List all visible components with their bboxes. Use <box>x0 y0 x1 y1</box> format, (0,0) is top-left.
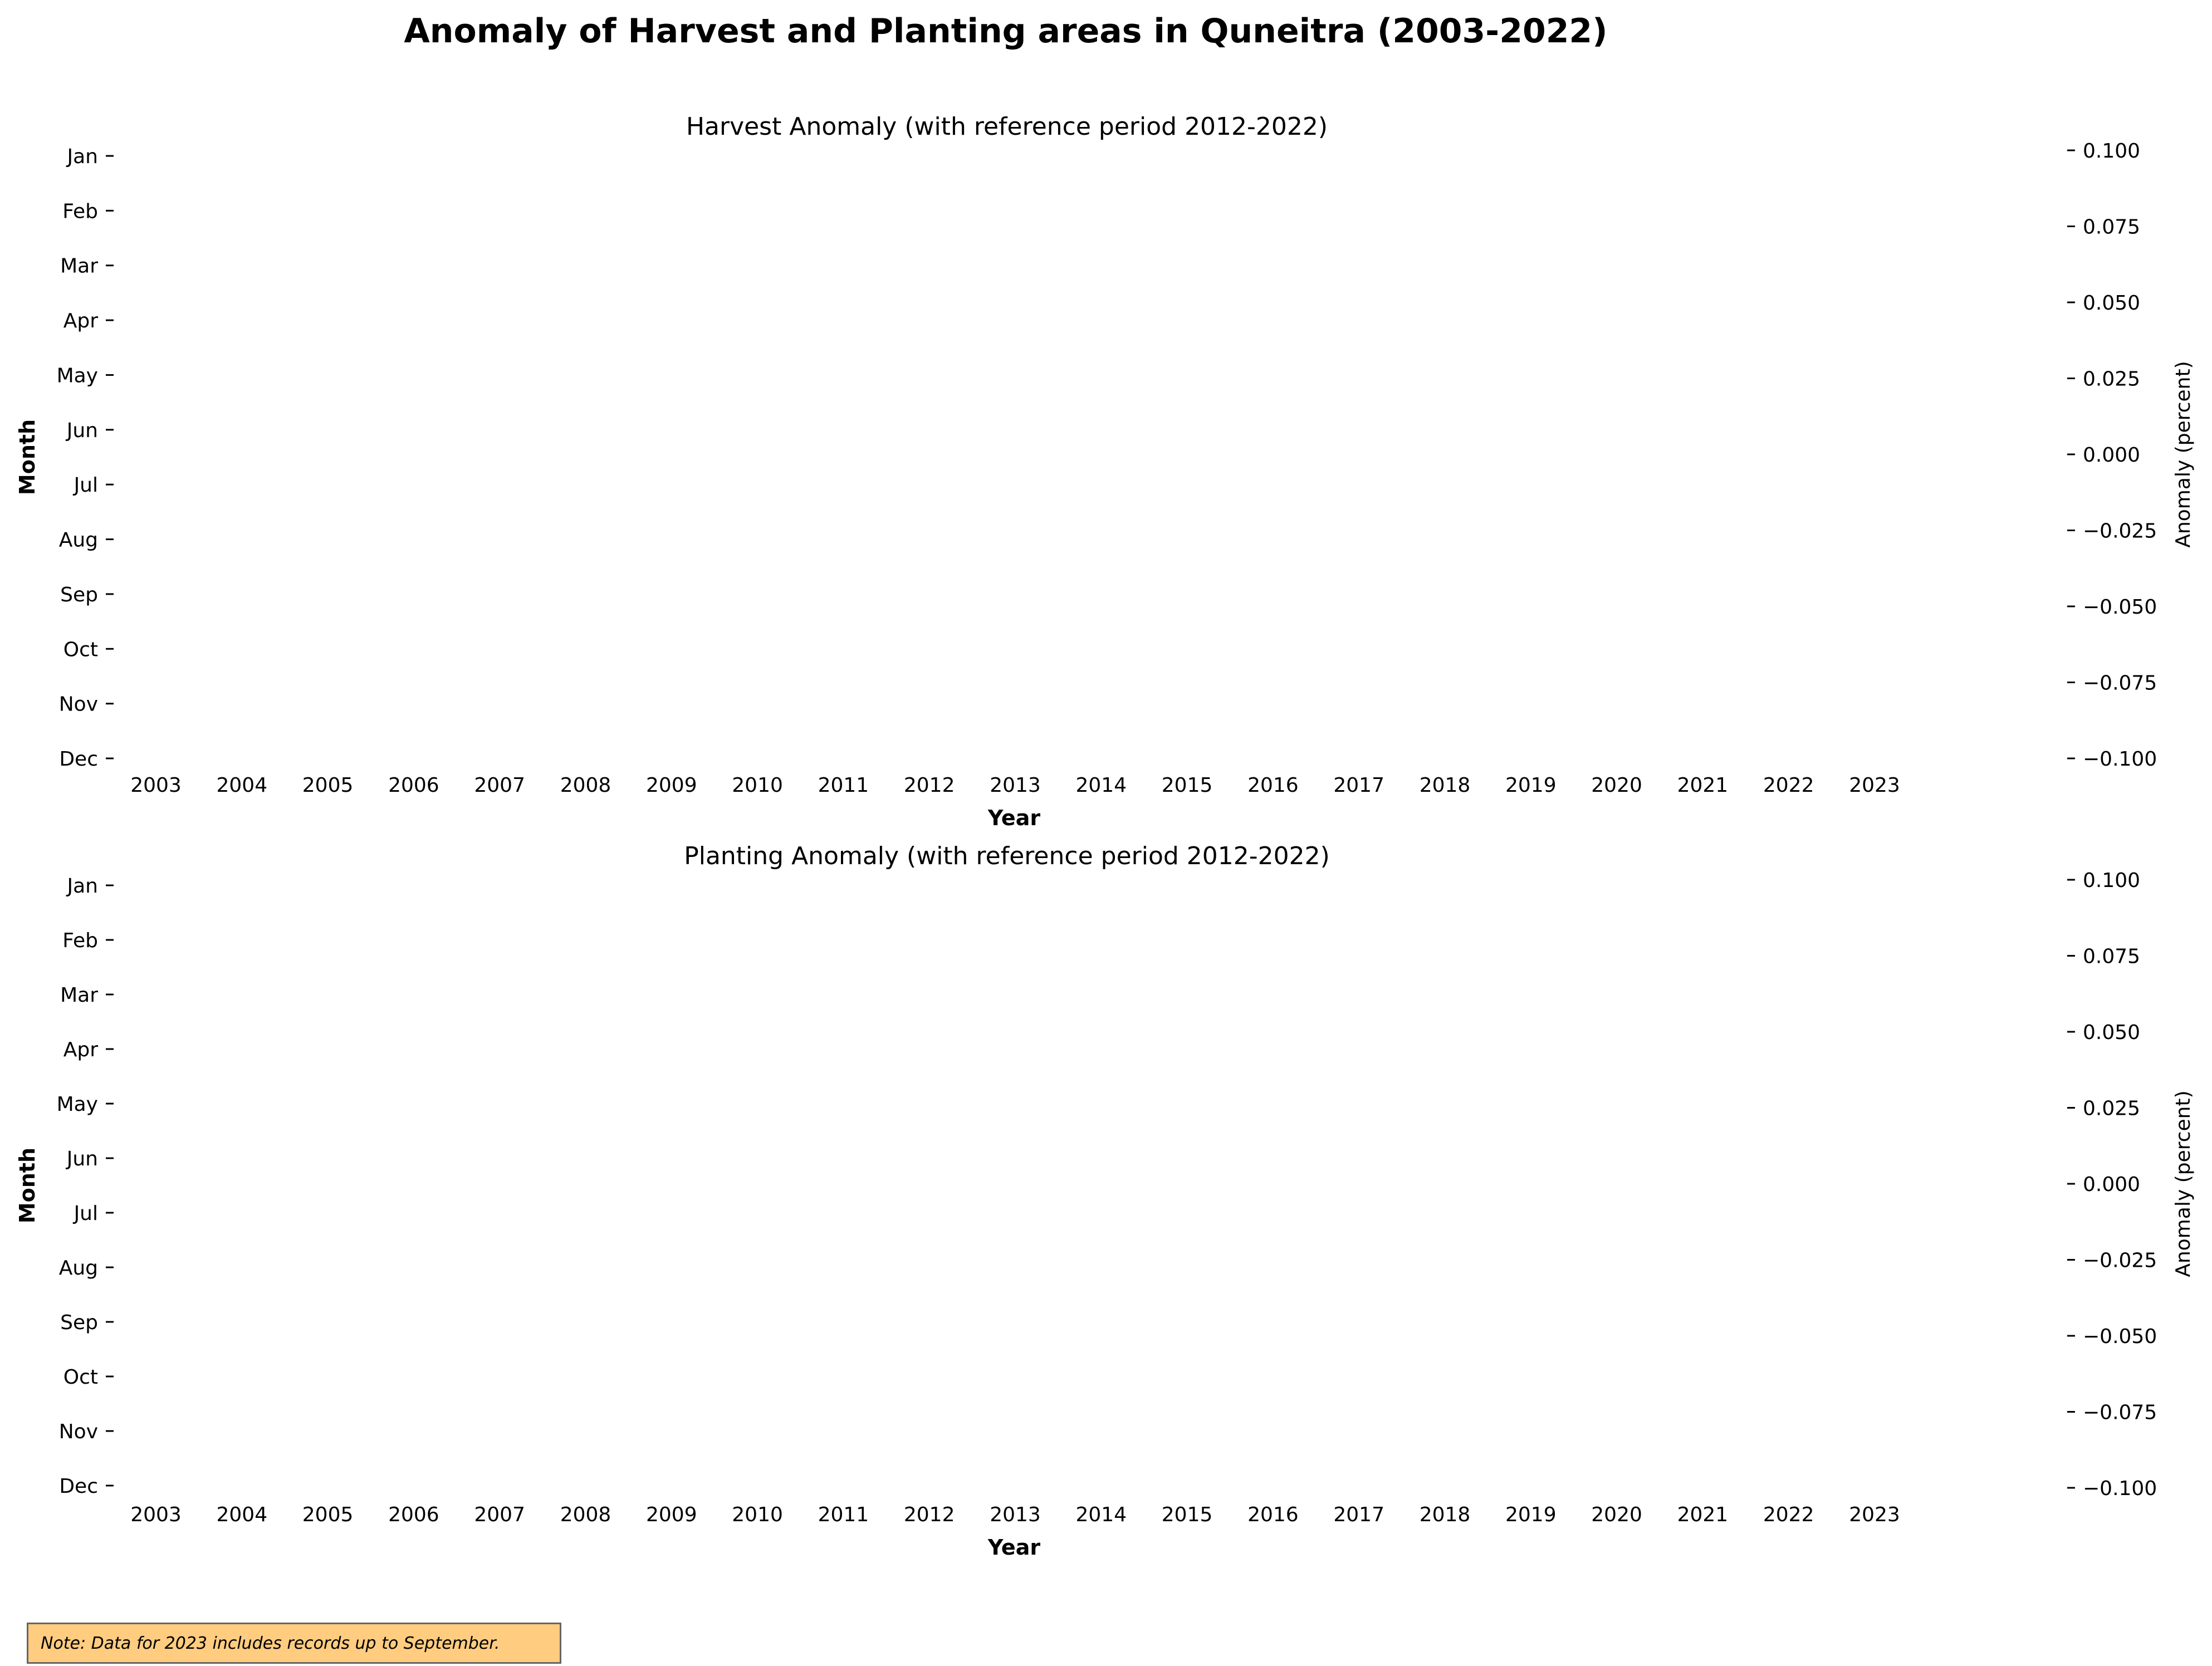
x-tick-label: 2010 <box>732 1503 783 1526</box>
x-tick-label: 2016 <box>1247 1503 1299 1526</box>
colorbar-tick-label: 0.000 <box>2083 1173 2140 1196</box>
y-tick-label: Jun <box>66 419 98 442</box>
colorbar-label: Anomaly (percent) <box>2172 1090 2195 1277</box>
x-tick-label: 2006 <box>388 774 439 797</box>
y-tick-label: May <box>57 1093 98 1116</box>
x-tick-label: 2007 <box>474 774 525 797</box>
panel-title: Harvest Anomaly (with reference period 2… <box>686 112 1328 141</box>
x-tick-label: 2010 <box>732 774 783 797</box>
x-tick-label: 2020 <box>1591 774 1642 797</box>
y-tick-label: Jul <box>73 1202 98 1225</box>
x-tick-label: 2019 <box>1505 774 1557 797</box>
x-axis-label: Year <box>987 806 1040 830</box>
x-tick-label: 2009 <box>646 1503 697 1526</box>
x-tick-label: 2019 <box>1505 1503 1557 1526</box>
y-tick-label: Jan <box>66 145 99 168</box>
y-tick-label: Apr <box>63 310 98 332</box>
x-tick-label: 2005 <box>302 1503 354 1526</box>
x-tick-label: 2020 <box>1591 1503 1642 1526</box>
x-tick-label: 2022 <box>1763 1503 1814 1526</box>
x-tick-label: 2011 <box>818 1503 869 1526</box>
colorbar-tick-label: −0.075 <box>2083 1402 2157 1424</box>
note-text: Note: Data for 2023 includes records up … <box>41 1633 500 1653</box>
x-tick-label: 2005 <box>302 774 354 797</box>
colorbar-tick-label: −0.025 <box>2083 520 2157 543</box>
x-tick-label: 2022 <box>1763 774 1814 797</box>
x-tick-label: 2008 <box>560 774 611 797</box>
panel-title: Planting Anomaly (with reference period … <box>684 842 1330 870</box>
y-tick-label: Sep <box>60 1311 98 1334</box>
colorbar-tick-label: 0.100 <box>2083 140 2140 163</box>
heatmap-panel: Harvest Anomaly (with reference period 2… <box>15 112 2195 830</box>
x-tick-label: 2012 <box>904 1503 955 1526</box>
x-tick-label: 2014 <box>1075 1503 1127 1526</box>
colorbar-tick-label: −0.025 <box>2083 1250 2157 1272</box>
y-axis-label: Month <box>15 419 40 495</box>
colorbar-tick-label: 0.000 <box>2083 444 2140 467</box>
y-tick-label: Oct <box>63 1366 98 1389</box>
x-tick-label: 2007 <box>474 1503 525 1526</box>
note-box: Note: Data for 2023 includes records up … <box>27 1623 561 1664</box>
x-tick-label: 2009 <box>646 774 697 797</box>
y-tick-label: Mar <box>60 255 98 278</box>
colorbar-tick-label: 0.050 <box>2083 292 2140 315</box>
x-tick-label: 2023 <box>1849 1503 1900 1526</box>
y-tick-label: Nov <box>59 693 98 716</box>
x-tick-label: 2014 <box>1075 774 1127 797</box>
colorbar-tick-label: 0.025 <box>2083 1097 2140 1120</box>
colorbar-tick-label: −0.050 <box>2083 1325 2157 1348</box>
y-tick-label: Apr <box>63 1038 98 1061</box>
x-tick-label: 2012 <box>904 774 955 797</box>
colorbar-label: Anomaly (percent) <box>2172 361 2195 547</box>
x-tick-label: 2021 <box>1677 1503 1729 1526</box>
y-tick-label: Jun <box>66 1148 98 1170</box>
y-tick-label: Aug <box>59 1257 98 1280</box>
x-tick-label: 2023 <box>1849 774 1900 797</box>
y-tick-label: Feb <box>62 929 98 952</box>
x-tick-label: 2016 <box>1247 774 1299 797</box>
x-tick-label: 2021 <box>1677 774 1729 797</box>
colorbar-tick-label: −0.075 <box>2083 672 2157 695</box>
x-tick-label: 2006 <box>388 1503 439 1526</box>
y-tick-label: Jul <box>73 474 98 497</box>
x-tick-label: 2018 <box>1420 774 1471 797</box>
x-tick-label: 2018 <box>1420 1503 1471 1526</box>
x-tick-label: 2011 <box>818 774 869 797</box>
y-axis-label: Month <box>15 1148 40 1223</box>
colorbar-tick-label: −0.100 <box>2083 1477 2157 1500</box>
x-tick-label: 2017 <box>1333 1503 1384 1526</box>
x-axis-label: Year <box>987 1535 1040 1560</box>
colorbar-tick-label: 0.050 <box>2083 1021 2140 1044</box>
x-tick-label: 2013 <box>990 774 1041 797</box>
x-tick-label: 2015 <box>1162 774 1213 797</box>
colorbar-tick-label: 0.075 <box>2083 216 2140 239</box>
x-tick-label: 2003 <box>130 1503 182 1526</box>
y-tick-label: Nov <box>59 1420 98 1443</box>
y-tick-label: Aug <box>59 529 98 552</box>
y-tick-label: Dec <box>59 1475 98 1498</box>
x-tick-label: 2013 <box>990 1503 1041 1526</box>
figure-title: Anomaly of Harvest and Planting areas in… <box>404 12 1607 51</box>
x-tick-label: 2003 <box>130 774 182 797</box>
heatmap-panel: Planting Anomaly (with reference period … <box>15 842 2195 1560</box>
y-tick-label: Feb <box>62 200 98 223</box>
colorbar-tick-label: 0.025 <box>2083 368 2140 391</box>
x-tick-label: 2004 <box>216 774 267 797</box>
y-tick-label: Jan <box>66 875 99 898</box>
colorbar-tick-label: 0.075 <box>2083 945 2140 968</box>
x-tick-label: 2017 <box>1333 774 1384 797</box>
x-tick-label: 2008 <box>560 1503 611 1526</box>
y-tick-label: Oct <box>63 638 98 661</box>
y-tick-label: May <box>57 364 98 387</box>
y-tick-label: Sep <box>60 584 98 606</box>
colorbar-tick-label: 0.100 <box>2083 869 2140 892</box>
y-tick-label: Dec <box>59 748 98 771</box>
colorbar-tick-label: −0.050 <box>2083 596 2157 619</box>
x-tick-label: 2004 <box>216 1503 267 1526</box>
x-tick-label: 2015 <box>1162 1503 1213 1526</box>
y-tick-label: Mar <box>60 984 98 1007</box>
colorbar-tick-label: −0.100 <box>2083 748 2157 771</box>
